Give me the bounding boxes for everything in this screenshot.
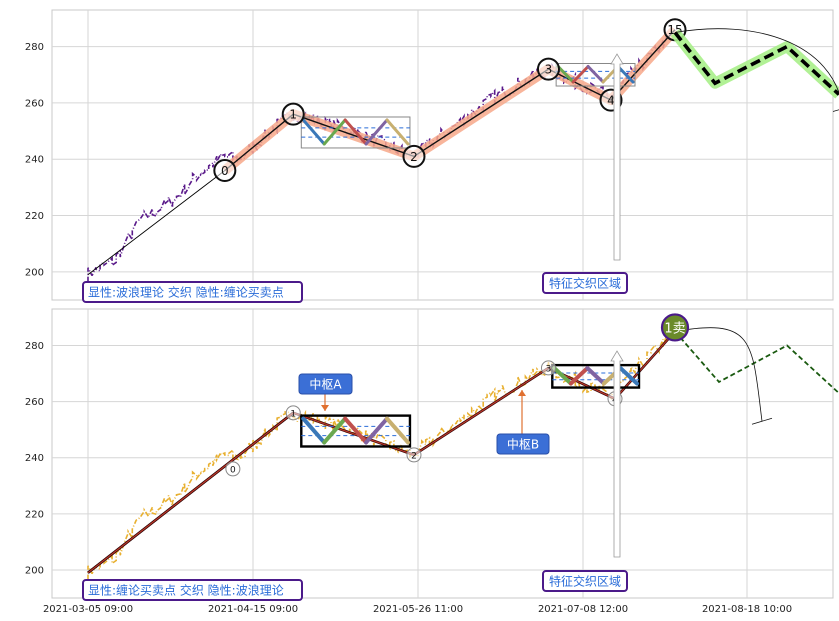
wave-point-marker xyxy=(406,447,422,463)
wave-point-marker xyxy=(402,144,426,168)
wave-point-label: 3 xyxy=(545,63,553,77)
pivot-zigzag-segment xyxy=(343,416,369,445)
pivot-callout-label: 中枢B xyxy=(507,437,539,452)
pivot-zigzag-segment xyxy=(568,366,590,386)
pivot-zigzag-segment xyxy=(556,64,575,84)
y-tick-label: 220 xyxy=(25,509,44,520)
wave-point-marker xyxy=(285,405,301,421)
panel-2: 200220240260280012341卖中枢A中枢B显性:缠论买卖点 交织 … xyxy=(25,308,839,601)
pivot-callout-arrowhead xyxy=(518,390,526,396)
wave-point-marker xyxy=(540,360,556,376)
pivot-zigzag-segment xyxy=(301,416,327,445)
x-tick-label: 2021-08-18 10:00 xyxy=(702,604,792,615)
forecast-arc xyxy=(674,28,839,95)
pivot-zigzag-segment xyxy=(301,118,326,146)
lead-in-line xyxy=(87,170,226,276)
legend-label: 显性:缠论买卖点 交织 隐性:波浪理论 xyxy=(88,583,284,598)
x-tick-label: 2021-04-15 09:00 xyxy=(208,604,298,615)
pivot-zigzag-segment xyxy=(364,118,389,146)
legend-box xyxy=(82,579,303,601)
y-tick-label: 240 xyxy=(25,155,44,166)
legend-label: 显性:波浪理论 交织 隐性:缠论买卖点 xyxy=(88,285,284,300)
pivot-zigzag-segment xyxy=(364,416,390,445)
sell-point-marker xyxy=(660,313,690,342)
pivot-callout-box xyxy=(496,433,550,455)
y-tick-label: 200 xyxy=(25,267,44,278)
pivot-callout-label: 中枢A xyxy=(309,377,342,392)
wave-point-marker xyxy=(225,461,241,477)
pivot-zigzag-segment xyxy=(385,416,410,445)
wave-point-label: 0 xyxy=(221,164,229,178)
y-tick-label: 200 xyxy=(25,565,44,576)
y-tick-label: 260 xyxy=(25,397,44,408)
legend-box xyxy=(82,281,303,303)
x-tick-label: 2021-05-26 11:00 xyxy=(373,604,463,615)
forecast-line xyxy=(674,330,839,394)
plot-area xyxy=(51,9,834,301)
pivot-zigzag-segment xyxy=(585,366,606,386)
y-tick-label: 220 xyxy=(25,211,44,222)
wave-point-marker xyxy=(213,158,237,182)
pivot-callout-arrowhead xyxy=(321,405,329,411)
x-tick-label: 2021-07-08 12:00 xyxy=(538,604,628,615)
forecast-line xyxy=(673,31,839,96)
pivot-callout-box xyxy=(298,373,353,395)
zone-label-box xyxy=(542,272,628,294)
wave-point-label: 1 xyxy=(290,409,296,419)
wave-point-label: 4 xyxy=(607,94,615,108)
pivot-zigzag-segment xyxy=(552,366,573,386)
y-tick-label: 280 xyxy=(25,42,44,53)
pivot-zigzag-segment xyxy=(616,64,635,84)
forecast-arc xyxy=(674,327,763,422)
pivot-zigzag-segment xyxy=(385,118,410,146)
pivot-box xyxy=(300,116,411,149)
wave-point-label: 3 xyxy=(546,364,552,374)
x-tick-label: 2021-03-05 09:00 xyxy=(43,604,133,615)
pivot-zigzag-segment xyxy=(618,366,639,386)
pivot-zigzag-segment xyxy=(343,118,368,146)
wave-line xyxy=(224,29,676,172)
sell-point-label: 1卖 xyxy=(664,321,685,336)
zone-label: 特征交织区域 xyxy=(549,276,621,291)
zone-arrow xyxy=(610,350,624,558)
pivot-box xyxy=(551,363,641,389)
forecast-arc-end-tick xyxy=(832,109,839,112)
plot-area xyxy=(51,308,834,599)
forecast-arc-end-tick xyxy=(751,417,773,425)
price-series-line xyxy=(87,30,676,282)
wave-point-label: 2 xyxy=(411,451,417,461)
y-tick-label: 280 xyxy=(25,341,44,352)
y-tick-label: 240 xyxy=(25,453,44,464)
zone-arrow xyxy=(610,53,624,261)
pivot-zigzag-segment xyxy=(586,64,605,84)
price-series-line xyxy=(87,329,676,580)
wave-point-label: 2 xyxy=(410,150,418,164)
y-tick-label: 260 xyxy=(25,98,44,109)
pivot-zigzag-segment xyxy=(322,118,347,146)
zone-label-box xyxy=(542,570,628,592)
pivot-box xyxy=(300,414,412,448)
pivot-zigzag-segment xyxy=(571,64,590,84)
wave-point-marker xyxy=(281,102,305,126)
wave-point-label: 0 xyxy=(230,465,236,475)
wave-point-label: 1 xyxy=(289,108,297,122)
zone-label: 特征交织区域 xyxy=(549,574,621,589)
pivot-zigzag-segment xyxy=(322,416,348,445)
wave-point-marker xyxy=(536,57,560,81)
